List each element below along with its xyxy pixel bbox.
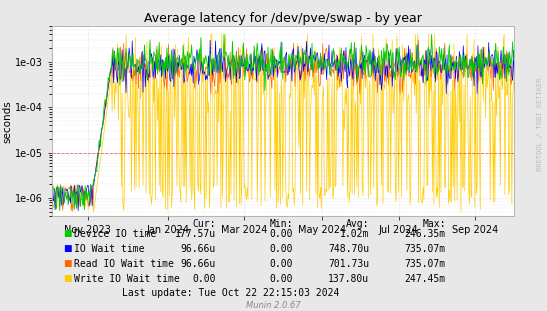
Text: 735.07m: 735.07m xyxy=(405,259,446,269)
Text: 96.66u: 96.66u xyxy=(181,244,216,254)
Text: 0.00: 0.00 xyxy=(193,274,216,284)
Text: 0.00: 0.00 xyxy=(269,229,293,239)
Text: Write IO Wait time: Write IO Wait time xyxy=(74,274,179,284)
Text: Last update: Tue Oct 22 22:15:03 2024: Last update: Tue Oct 22 22:15:03 2024 xyxy=(122,288,339,298)
Text: RRDTOOL / TOBI OETIKER: RRDTOOL / TOBI OETIKER xyxy=(538,78,543,171)
Text: ■: ■ xyxy=(63,244,72,253)
Text: 247.45m: 247.45m xyxy=(405,274,446,284)
Y-axis label: seconds: seconds xyxy=(2,100,12,143)
Text: Munin 2.0.67: Munin 2.0.67 xyxy=(246,301,301,310)
Text: Read IO Wait time: Read IO Wait time xyxy=(74,259,174,269)
Text: Max:: Max: xyxy=(422,219,446,229)
Text: 96.66u: 96.66u xyxy=(181,259,216,269)
Text: 1.02m: 1.02m xyxy=(340,229,369,239)
Text: 701.73u: 701.73u xyxy=(328,259,369,269)
Text: ■: ■ xyxy=(63,230,72,238)
Text: 0.00: 0.00 xyxy=(269,274,293,284)
Text: Min:: Min: xyxy=(269,219,293,229)
Text: 0.00: 0.00 xyxy=(269,244,293,254)
Text: 748.70u: 748.70u xyxy=(328,244,369,254)
Text: Avg:: Avg: xyxy=(346,219,369,229)
Text: 246.35m: 246.35m xyxy=(405,229,446,239)
Text: 177.57u: 177.57u xyxy=(175,229,216,239)
Title: Average latency for /dev/pve/swap - by year: Average latency for /dev/pve/swap - by y… xyxy=(144,12,422,25)
Text: ■: ■ xyxy=(63,259,72,268)
Text: 735.07m: 735.07m xyxy=(405,244,446,254)
Text: ■: ■ xyxy=(63,274,72,283)
Text: Cur:: Cur: xyxy=(193,219,216,229)
Text: 137.80u: 137.80u xyxy=(328,274,369,284)
Text: IO Wait time: IO Wait time xyxy=(74,244,144,254)
Text: Device IO time: Device IO time xyxy=(74,229,156,239)
Text: 0.00: 0.00 xyxy=(269,259,293,269)
